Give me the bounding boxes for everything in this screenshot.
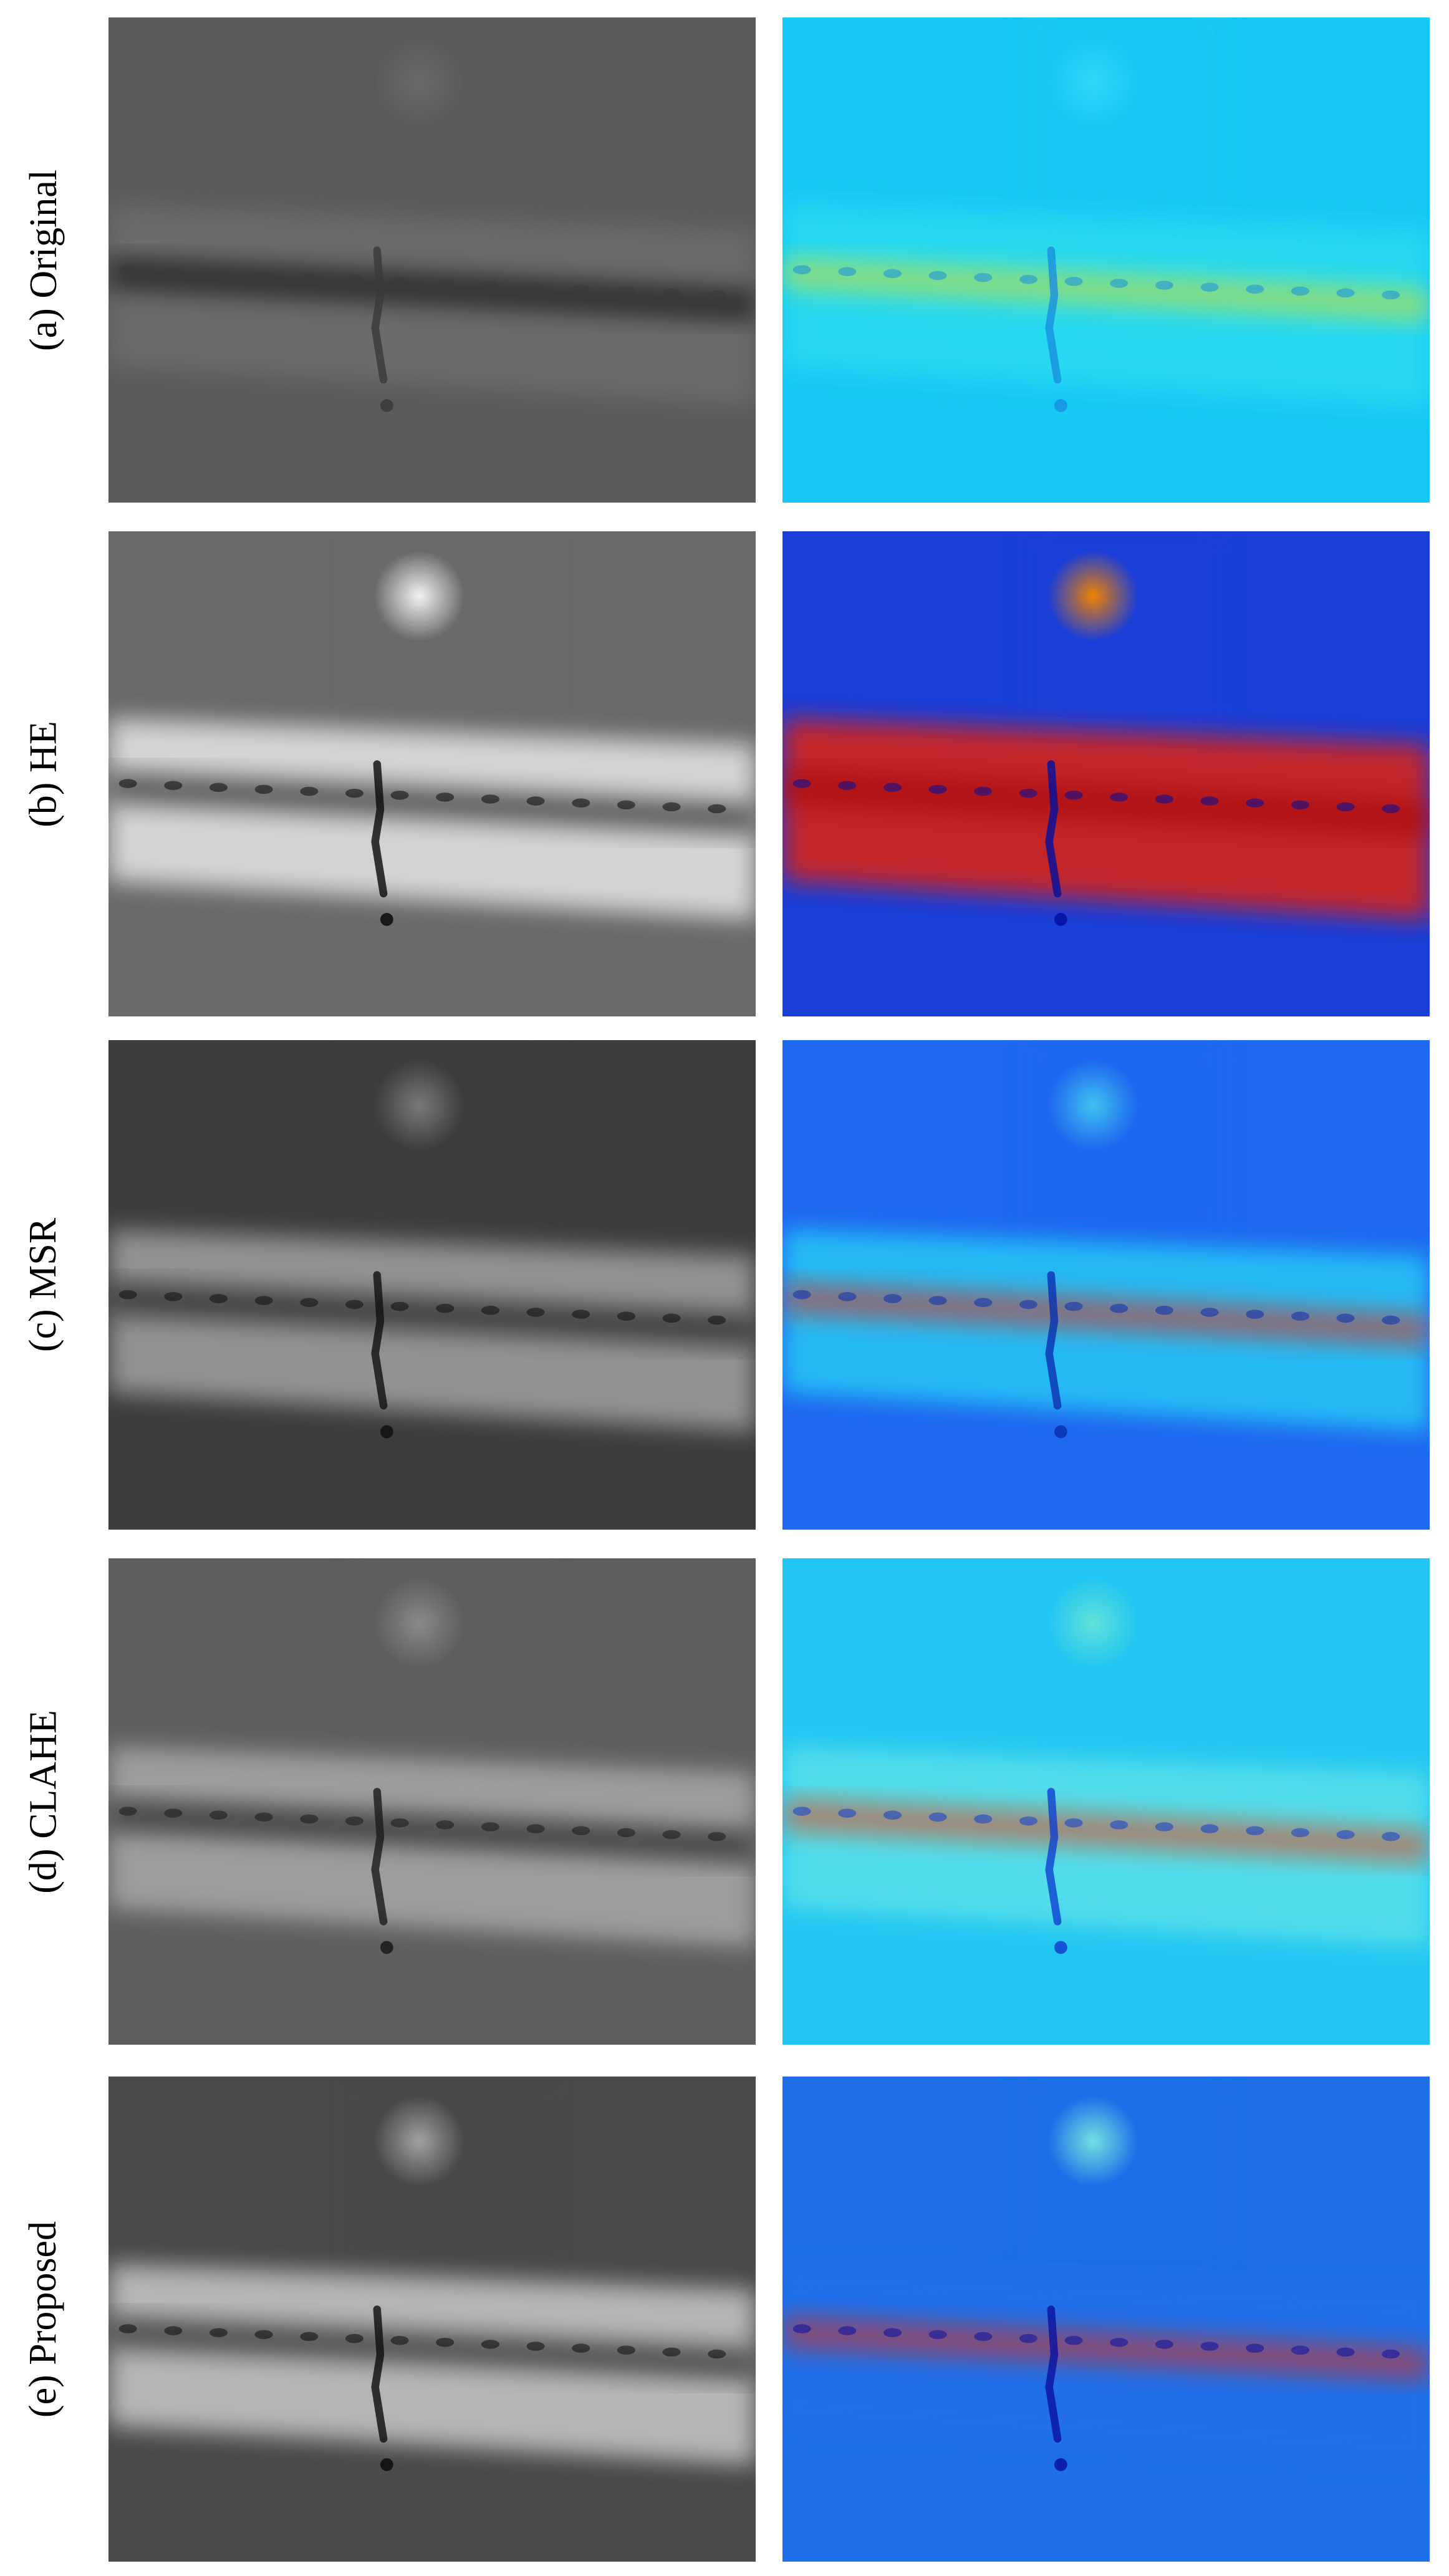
photo-canvas <box>782 1558 1430 2045</box>
photo-canvas <box>108 17 756 503</box>
photo-canvas <box>782 1040 1430 1530</box>
pseudocolor-image-he <box>782 531 1430 1016</box>
row-label-msr: (c) MSR <box>22 1217 65 1353</box>
grayscale-image-he <box>108 531 756 1016</box>
pseudocolor-image-msr <box>782 1040 1430 1530</box>
photo-canvas <box>108 1040 756 1530</box>
row-label-proposed: (e) Proposed <box>22 2221 65 2418</box>
photo-canvas <box>108 1558 756 2045</box>
pseudocolor-image-original <box>782 17 1430 503</box>
pseudocolor-image-clahe <box>782 1558 1430 2045</box>
photo-canvas <box>782 531 1430 1016</box>
grayscale-image-original <box>108 17 756 503</box>
row-label-he: (b) HE <box>22 720 65 827</box>
photo-canvas <box>108 531 756 1016</box>
photo-canvas <box>782 2077 1430 2562</box>
row-label-clahe: (d) CLAHE <box>22 1709 65 1894</box>
grayscale-image-msr <box>108 1040 756 1530</box>
photo-canvas <box>782 17 1430 503</box>
pseudocolor-image-proposed <box>782 2077 1430 2562</box>
photo-canvas <box>108 2077 756 2562</box>
row-label-original: (a) Original <box>22 169 65 351</box>
grayscale-image-proposed <box>108 2077 756 2562</box>
grayscale-image-clahe <box>108 1558 756 2045</box>
